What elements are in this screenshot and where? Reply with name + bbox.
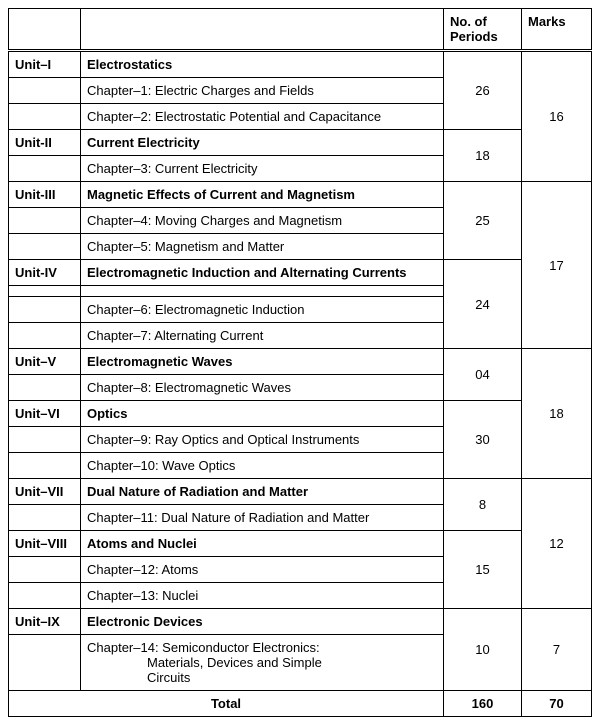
header-marks: Marks xyxy=(522,9,592,51)
table-row: Unit-IV Electromagnetic Induction and Al… xyxy=(9,260,592,286)
unit-title: Electromagnetic Waves xyxy=(81,349,444,375)
chapter-cell: Chapter–5: Magnetism and Matter xyxy=(81,234,444,260)
unit-blank xyxy=(9,323,81,349)
chapter-cell: Chapter–1: Electric Charges and Fields xyxy=(81,78,444,104)
unit-title: Electrostatics xyxy=(81,51,444,78)
unit-blank xyxy=(9,427,81,453)
chapter-cell: Chapter–3: Current Electricity xyxy=(81,156,444,182)
unit-blank xyxy=(9,234,81,260)
chapter-cell: Chapter–2: Electrostatic Potential and C… xyxy=(81,104,444,130)
periods-cell: 30 xyxy=(444,401,522,479)
marks-cell: 12 xyxy=(522,479,592,609)
header-unit-blank xyxy=(9,9,81,51)
unit-label: Unit–I xyxy=(9,51,81,78)
marks-cell: 17 xyxy=(522,182,592,349)
unit-label: Unit-III xyxy=(9,182,81,208)
syllabus-table: No. of Periods Marks Unit–I Electrostati… xyxy=(8,8,592,717)
table-row: Unit–I Electrostatics 26 16 xyxy=(9,51,592,78)
marks-cell: 7 xyxy=(522,609,592,691)
table-row: Unit-II Current Electricity 18 xyxy=(9,130,592,156)
periods-cell: 18 xyxy=(444,130,522,182)
table-row: Unit–VIII Atoms and Nuclei 15 xyxy=(9,531,592,557)
unit-blank xyxy=(9,297,81,323)
unit-title: Atoms and Nuclei xyxy=(81,531,444,557)
unit-title: Dual Nature of Radiation and Matter xyxy=(81,479,444,505)
table-row: Unit–IX Electronic Devices 10 7 xyxy=(9,609,592,635)
total-marks: 70 xyxy=(522,691,592,717)
unit-title: Optics xyxy=(81,401,444,427)
unit-blank xyxy=(9,208,81,234)
chapter-cell: Chapter–8: Electromagnetic Waves xyxy=(81,375,444,401)
unit-blank xyxy=(9,104,81,130)
table-header-row: No. of Periods Marks xyxy=(9,9,592,51)
unit-title: Electronic Devices xyxy=(81,609,444,635)
table-row: Unit–V Electromagnetic Waves 04 18 xyxy=(9,349,592,375)
unit-blank xyxy=(9,156,81,182)
total-label: Total xyxy=(9,691,444,717)
marks-cell: 16 xyxy=(522,51,592,182)
table-row: Unit–VII Dual Nature of Radiation and Ma… xyxy=(9,479,592,505)
chapter-text-line: Materials, Devices and Simple xyxy=(87,655,437,670)
periods-cell: 26 xyxy=(444,51,522,130)
marks-cell: 18 xyxy=(522,349,592,479)
unit-blank xyxy=(9,583,81,609)
periods-cell: 15 xyxy=(444,531,522,609)
chapter-cell: Chapter–9: Ray Optics and Optical Instru… xyxy=(81,427,444,453)
unit-blank xyxy=(9,453,81,479)
chapter-cell: Chapter–10: Wave Optics xyxy=(81,453,444,479)
chapter-cell: Chapter–11: Dual Nature of Radiation and… xyxy=(81,505,444,531)
periods-cell: 25 xyxy=(444,182,522,260)
header-periods: No. of Periods xyxy=(444,9,522,51)
chapter-cell: Chapter–14: Semiconductor Electronics: M… xyxy=(81,635,444,691)
unit-label: Unit–VI xyxy=(9,401,81,427)
periods-cell: 04 xyxy=(444,349,522,401)
unit-label: Unit-II xyxy=(9,130,81,156)
unit-label: Unit–IX xyxy=(9,609,81,635)
unit-title: Current Electricity xyxy=(81,130,444,156)
chapter-blank xyxy=(81,286,444,297)
table-row: Unit–VI Optics 30 xyxy=(9,401,592,427)
unit-label: Unit–VIII xyxy=(9,531,81,557)
chapter-cell: Chapter–6: Electromagnetic Induction xyxy=(81,297,444,323)
unit-blank xyxy=(9,557,81,583)
periods-cell: 24 xyxy=(444,260,522,349)
unit-title: Electromagnetic Induction and Alternatin… xyxy=(81,260,444,286)
chapter-cell: Chapter–13: Nuclei xyxy=(81,583,444,609)
total-periods: 160 xyxy=(444,691,522,717)
header-content-blank xyxy=(81,9,444,51)
unit-label: Unit-IV xyxy=(9,260,81,286)
unit-title: Magnetic Effects of Current and Magnetis… xyxy=(81,182,444,208)
unit-label: Unit–VII xyxy=(9,479,81,505)
chapter-text-line: Circuits xyxy=(87,670,437,685)
total-row: Total 160 70 xyxy=(9,691,592,717)
periods-cell: 8 xyxy=(444,479,522,531)
chapter-cell: Chapter–4: Moving Charges and Magnetism xyxy=(81,208,444,234)
unit-blank xyxy=(9,78,81,104)
unit-blank xyxy=(9,635,81,691)
table-row: Unit-III Magnetic Effects of Current and… xyxy=(9,182,592,208)
unit-blank xyxy=(9,375,81,401)
chapter-text-line: Chapter–14: Semiconductor Electronics: xyxy=(87,640,320,655)
periods-cell: 10 xyxy=(444,609,522,691)
chapter-cell: Chapter–12: Atoms xyxy=(81,557,444,583)
unit-label: Unit–V xyxy=(9,349,81,375)
unit-blank xyxy=(9,286,81,297)
unit-blank xyxy=(9,505,81,531)
chapter-cell: Chapter–7: Alternating Current xyxy=(81,323,444,349)
